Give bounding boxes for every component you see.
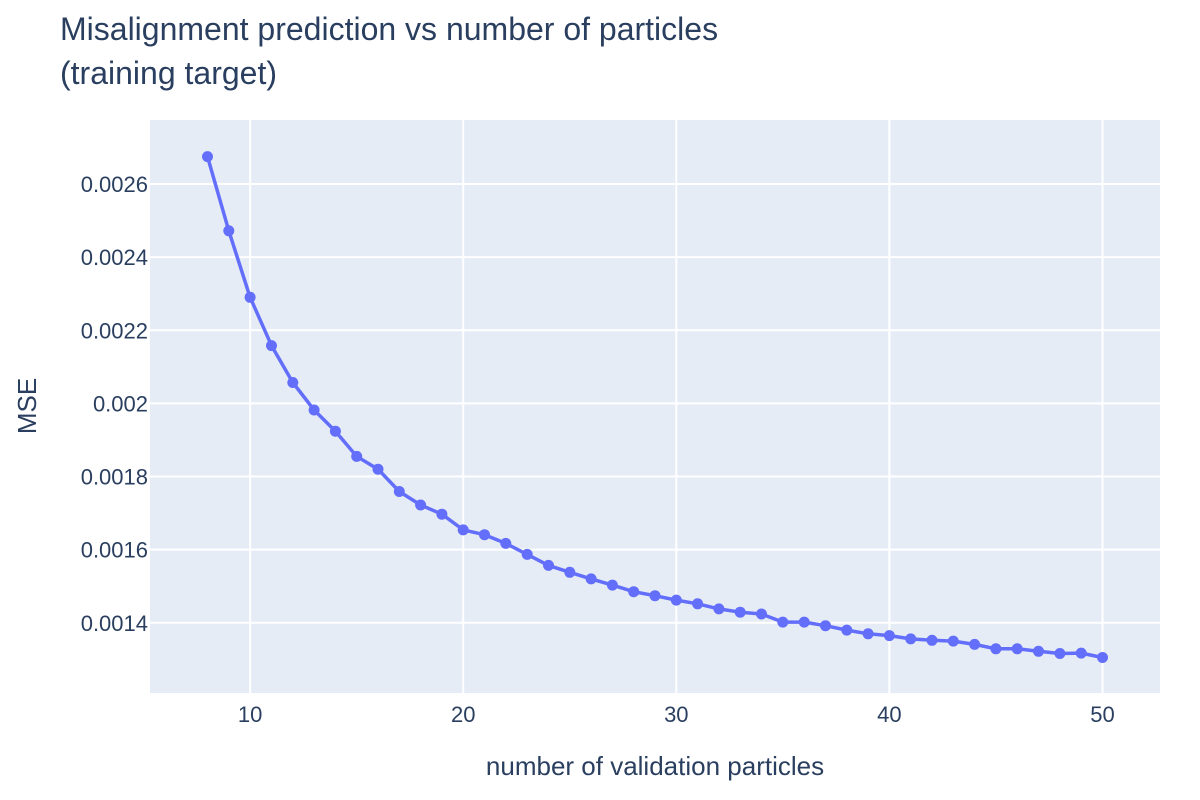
x-tick-label: 30 <box>664 702 688 727</box>
data-point <box>543 559 554 571</box>
data-point <box>756 608 767 620</box>
data-point <box>1075 647 1087 659</box>
y-tick-label: 0.0016 <box>81 538 148 563</box>
y-tick-label: 0.0024 <box>81 245 148 270</box>
data-point <box>564 566 576 578</box>
data-point <box>287 377 299 388</box>
data-point <box>479 529 490 541</box>
data-point <box>969 638 981 650</box>
data-point <box>457 524 469 536</box>
y-tick-label: 0.0026 <box>81 172 148 197</box>
data-point <box>606 579 618 591</box>
data-point <box>202 151 213 163</box>
data-point <box>1033 645 1044 657</box>
data-point <box>841 624 853 636</box>
x-tick-label: 50 <box>1090 702 1114 727</box>
data-point <box>670 594 682 606</box>
plot-area <box>150 120 1160 693</box>
y-tick-label: 0.0014 <box>81 611 148 636</box>
y-gridlines <box>150 182 1160 624</box>
data-point <box>990 643 1002 655</box>
data-point <box>415 499 427 511</box>
x-tick-label: 10 <box>238 702 262 727</box>
data-point <box>329 425 341 437</box>
data-point <box>947 635 959 647</box>
data-point <box>905 633 917 645</box>
data-point <box>883 630 895 642</box>
data-point <box>734 606 746 618</box>
data-point <box>820 620 831 632</box>
x-tick-label: 40 <box>877 702 901 727</box>
data-point <box>1054 648 1066 659</box>
data-point <box>1011 643 1023 655</box>
y-axis-title: MSE <box>12 378 42 434</box>
data-point <box>436 508 448 520</box>
data-point <box>862 628 874 640</box>
data-point <box>223 225 235 237</box>
series-markers <box>202 151 1108 663</box>
data-point <box>1097 652 1108 663</box>
data-point <box>798 616 810 628</box>
chart-title-line-1: Misalignment prediction vs number of par… <box>60 11 718 47</box>
x-tick-label: 20 <box>451 702 475 727</box>
x-axis-title: number of validation particles <box>486 751 824 781</box>
y-tick-label: 0.002 <box>93 391 148 416</box>
y-tick-label: 0.0018 <box>81 465 148 490</box>
data-point <box>649 590 661 602</box>
data-point <box>244 291 256 303</box>
y-tick-labels: 0.0014 0.0016 0.0018 0.002 0.0022 0.0024 0.002… <box>81 172 148 636</box>
x-tick-labels: 10 20 30 40 50 <box>238 702 1115 727</box>
data-point <box>521 548 533 560</box>
data-point <box>713 603 725 615</box>
data-point <box>692 598 704 610</box>
y-tick-label: 0.0022 <box>81 318 148 343</box>
data-point <box>372 463 384 475</box>
data-point <box>308 404 320 416</box>
data-point <box>585 573 597 585</box>
data-point <box>500 537 512 549</box>
data-point <box>777 616 789 628</box>
x-gridlines <box>249 120 1104 693</box>
data-point <box>351 450 363 462</box>
data-point <box>628 586 640 598</box>
data-point <box>266 340 277 352</box>
chart-title-line-2: (training target) <box>60 55 277 91</box>
data-point <box>393 486 405 497</box>
data-point <box>926 634 938 646</box>
